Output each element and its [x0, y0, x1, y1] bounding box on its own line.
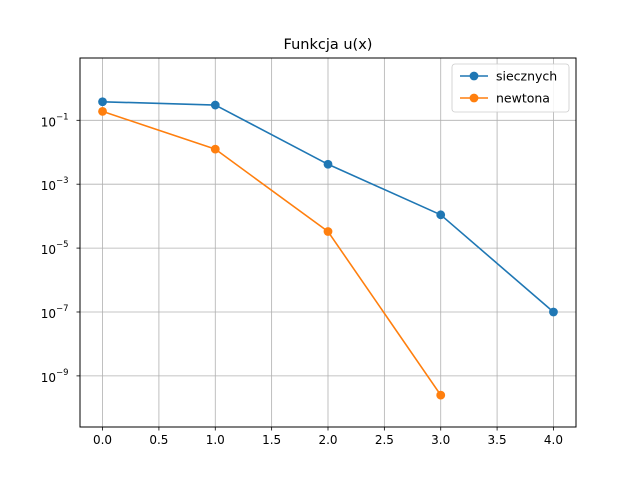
x-tick-label: 1.5	[262, 433, 281, 447]
data-point-siecznych	[323, 159, 333, 169]
data-point-siecznych	[210, 100, 220, 110]
legend: siecznych newtona	[451, 63, 570, 113]
x-tick-label: 1.0	[206, 433, 225, 447]
legend-marker-newtona	[469, 93, 479, 103]
y-tick-label-base: 10	[41, 371, 56, 385]
data-point-siecznych	[436, 210, 446, 220]
y-tick-label-exponent: −5	[56, 240, 69, 250]
x-tick-label: 3.0	[431, 433, 450, 447]
data-point-siecznych	[98, 97, 107, 107]
data-point-newtona	[436, 390, 446, 400]
x-tick-label: 2.5	[375, 433, 394, 447]
y-tick-label-base: 10	[41, 179, 56, 193]
y-tick-label-base: 10	[41, 307, 56, 321]
data-point-newtona	[98, 106, 107, 116]
x-tick-label: 2.0	[318, 433, 337, 447]
x-tick-label: 4.0	[544, 433, 563, 447]
y-axis: 10−110−310−510−710−9	[41, 112, 80, 385]
y-tick-label-base: 10	[41, 115, 56, 129]
data-point-newtona	[210, 144, 220, 154]
series-line-newtona	[102, 110, 442, 396]
y-tick-label-exponent: −3	[56, 176, 69, 186]
data-point-newtona	[323, 227, 333, 236]
y-tick-label-base: 10	[41, 243, 56, 257]
x-tick-label: 0.0	[93, 433, 112, 447]
legend-label-siecznych: siecznych	[496, 69, 557, 84]
y-tick-label-exponent: −1	[56, 112, 69, 122]
data-point-siecznych	[549, 307, 558, 317]
legend-marker-siecznych	[469, 71, 479, 81]
legend-label-newtona: newtona	[496, 91, 550, 106]
chart-title: Funkcja u(x)	[284, 37, 373, 53]
x-axis: 0.0 0.5 1.0 1.5 2.0 2.5 3.0 3.5 4.0	[93, 427, 563, 447]
y-tick-label-exponent: −9	[56, 368, 69, 378]
x-tick-label: 3.5	[488, 433, 507, 447]
series-markers	[98, 97, 558, 400]
y-tick-label-exponent: −7	[56, 304, 69, 314]
x-tick-label: 0.5	[149, 433, 168, 447]
grid-lines	[80, 58, 576, 427]
